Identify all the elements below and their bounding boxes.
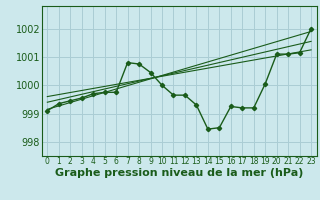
X-axis label: Graphe pression niveau de la mer (hPa): Graphe pression niveau de la mer (hPa) bbox=[55, 168, 303, 178]
